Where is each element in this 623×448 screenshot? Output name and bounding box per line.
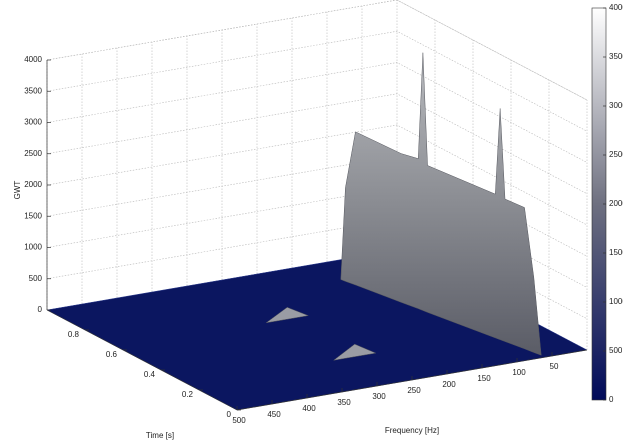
surface-ridge	[340, 52, 542, 356]
z-tick-label: 1500	[24, 211, 42, 220]
x-tick-label: 350	[337, 398, 351, 407]
x-axis-label: Frequency [Hz]	[385, 426, 439, 435]
grid-line	[46, 124, 588, 226]
z-tick-label: 1000	[24, 243, 42, 252]
y-tick-label: 0.2	[182, 390, 194, 399]
x-tick-label: 400	[302, 404, 316, 413]
z-tick-label: 2500	[24, 149, 42, 158]
x-tick-label: 300	[372, 392, 386, 401]
colorbar-tick-label: 0	[609, 395, 614, 404]
y-axis-label: Time [s]	[146, 431, 174, 440]
x-tick-label: 100	[512, 368, 526, 377]
x-tick-label: 50	[550, 362, 559, 371]
x-tick-label: 450	[267, 410, 281, 419]
z-tick-label: 3500	[24, 86, 42, 95]
colorbar-tick-label: 2000	[609, 199, 623, 208]
colorbar-tick-label: 1500	[609, 248, 623, 257]
z-tick-label: 0	[38, 305, 43, 314]
colorbar-tick-label: 500	[609, 346, 623, 355]
colorbar-tick-label: 3000	[609, 101, 623, 110]
grid-line	[46, 0, 588, 101]
y-tick-label: 0	[227, 410, 232, 419]
grid-line	[46, 30, 588, 132]
surface-ridge	[266, 307, 310, 324]
z-tick-label: 500	[29, 274, 43, 283]
y-tick-label: 0.6	[106, 350, 118, 359]
surface-ridge	[333, 343, 377, 361]
y-tick-label: 0.8	[68, 330, 80, 339]
y-axis	[46, 309, 238, 411]
x-tick-label: 500	[232, 416, 246, 425]
x-tick-label: 200	[442, 380, 456, 389]
colorbar-tick-label: 3500	[609, 52, 623, 61]
z-tick-label: 4000	[24, 55, 42, 64]
x-tick-label: 150	[477, 374, 491, 383]
colorbar-tick-label: 4000	[609, 3, 623, 12]
colorbar-tick-label: 1000	[609, 297, 623, 306]
z-axis-label: GWT	[13, 181, 22, 200]
x-tick-label: 250	[407, 386, 421, 395]
colorbar-tick-label: 2500	[609, 150, 623, 159]
z-tick-label: 3000	[24, 118, 42, 127]
z-tick-label: 2000	[24, 180, 42, 189]
y-tick-label: 0.4	[144, 370, 156, 379]
box-edge	[46, 0, 398, 61]
